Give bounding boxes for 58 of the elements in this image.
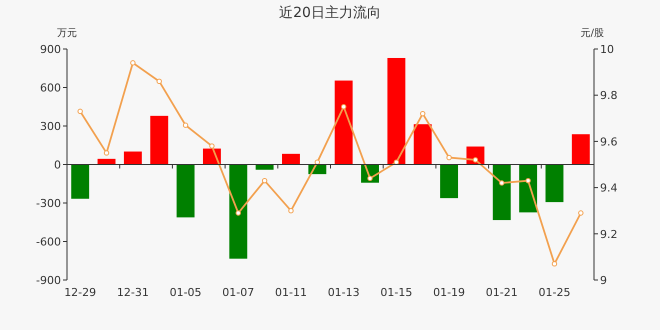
bar bbox=[176, 164, 195, 218]
x-tick-label: 01-13 bbox=[328, 286, 360, 299]
y2-tick-label: 9.6 bbox=[600, 135, 618, 148]
point bbox=[236, 210, 241, 216]
y-tick-label: -300 bbox=[36, 197, 61, 210]
point bbox=[420, 110, 426, 116]
y-tick-label: -600 bbox=[36, 236, 61, 248]
point bbox=[182, 122, 188, 128]
y-axis-title: 万元 bbox=[57, 28, 77, 39]
y-tick-label: -900 bbox=[36, 274, 61, 287]
point bbox=[209, 143, 215, 149]
y-tick-label: 0 bbox=[54, 158, 61, 172]
x-tick-label: 01-19 bbox=[433, 286, 466, 299]
bar bbox=[256, 164, 274, 170]
bar bbox=[572, 134, 590, 164]
x-tick-label: 01-21 bbox=[486, 286, 518, 299]
point bbox=[552, 261, 558, 267]
point bbox=[77, 108, 83, 114]
point bbox=[288, 208, 294, 214]
point bbox=[104, 150, 110, 156]
point bbox=[472, 157, 478, 163]
y-tick-label: 900 bbox=[40, 43, 61, 56]
bar bbox=[229, 164, 248, 259]
y2-tick-label: 10 bbox=[600, 43, 614, 56]
point bbox=[525, 178, 531, 184]
chart-title: 近20日主力流向 bbox=[279, 5, 381, 21]
bar bbox=[546, 164, 564, 202]
point bbox=[262, 178, 268, 184]
bar bbox=[124, 152, 142, 164]
y2-tick-label: 9 bbox=[600, 274, 607, 287]
y2-tick-label: 9.4 bbox=[600, 182, 618, 195]
bar bbox=[334, 80, 353, 164]
bar bbox=[150, 116, 168, 164]
y2-tick-label: 9.8 bbox=[600, 89, 618, 102]
point bbox=[156, 78, 162, 84]
x-tick-label: 12-29 bbox=[64, 286, 96, 299]
point bbox=[340, 104, 346, 110]
y-tick-label: 300 bbox=[40, 120, 61, 133]
y2-tick-label: 9.2 bbox=[600, 228, 618, 241]
point bbox=[130, 60, 136, 66]
x-tick-label: 01-25 bbox=[538, 286, 570, 299]
x-tick-label: 01-05 bbox=[170, 286, 202, 299]
point bbox=[446, 154, 452, 160]
x-tick-label: 01-07 bbox=[222, 286, 254, 299]
bar bbox=[282, 154, 300, 164]
x-tick-label: 12-31 bbox=[116, 286, 149, 299]
bar bbox=[440, 164, 458, 198]
y2-axis-title: 元/股 bbox=[580, 28, 604, 39]
bar bbox=[387, 58, 406, 164]
x-tick-label: 01-15 bbox=[380, 286, 412, 299]
bar bbox=[71, 164, 90, 199]
x-tick-label: 01-11 bbox=[274, 286, 307, 299]
y-tick-label: 600 bbox=[40, 82, 61, 94]
point bbox=[578, 210, 584, 216]
point bbox=[367, 176, 373, 182]
bar bbox=[414, 124, 432, 164]
point bbox=[499, 180, 504, 186]
bar bbox=[492, 164, 511, 220]
